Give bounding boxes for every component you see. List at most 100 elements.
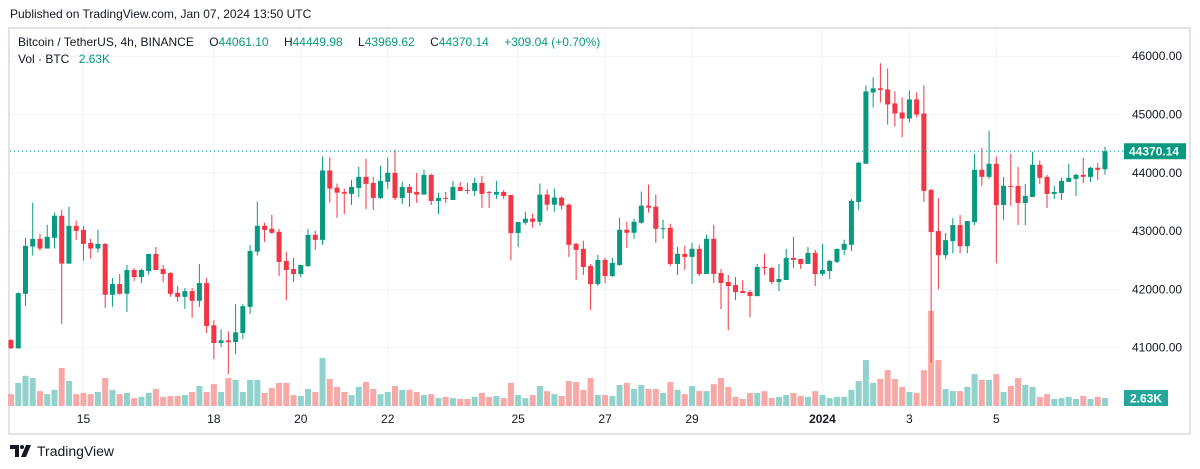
candle-body xyxy=(819,269,825,274)
volume-bar xyxy=(44,394,51,406)
volume-bar xyxy=(1044,394,1051,406)
volume-bar xyxy=(942,388,949,406)
candle xyxy=(979,147,985,186)
volume-bar xyxy=(1015,378,1022,406)
volume-legend-label[interactable]: Vol · BTC xyxy=(18,52,70,66)
candle xyxy=(631,218,637,239)
volume-bar xyxy=(899,386,906,406)
volume-bar xyxy=(1087,399,1094,406)
candle-body xyxy=(457,186,463,191)
volume-bar xyxy=(80,392,87,406)
candle xyxy=(805,246,811,264)
volume-bar xyxy=(884,370,891,406)
candle-body xyxy=(653,206,659,229)
volume-bar xyxy=(1101,398,1108,406)
candle xyxy=(457,181,463,191)
candle-body xyxy=(51,215,57,238)
candle xyxy=(588,263,594,311)
volume-bar xyxy=(305,388,312,406)
volume-bar xyxy=(891,378,898,406)
volume-bar xyxy=(957,391,964,406)
volume-bar xyxy=(667,381,674,406)
candle-body xyxy=(501,191,507,196)
candle-body xyxy=(704,238,710,274)
symbol-title[interactable]: Bitcoin / TetherUS, 4h, BINANCE xyxy=(18,35,194,49)
candle-body xyxy=(240,306,246,334)
candle xyxy=(406,183,412,207)
candles xyxy=(8,63,1108,375)
volume-bar xyxy=(841,396,848,406)
candle xyxy=(530,213,536,228)
candle xyxy=(414,172,420,203)
price-tick-label: 43000.00 xyxy=(1132,224,1182,238)
candle-body xyxy=(211,325,217,344)
candle-body xyxy=(906,99,912,119)
candle-body xyxy=(696,248,702,274)
volume-bar xyxy=(812,391,819,406)
candle xyxy=(182,288,188,309)
volume-bar xyxy=(1094,396,1101,406)
candle-body xyxy=(1051,191,1057,194)
volume-bar xyxy=(877,378,884,406)
volume-bar xyxy=(993,374,1000,406)
grid-lines xyxy=(10,30,1120,412)
footer-brand[interactable]: TradingView xyxy=(10,443,114,459)
volume-bar xyxy=(160,396,167,406)
candle xyxy=(914,92,920,118)
candle-body xyxy=(218,340,224,344)
candle xyxy=(283,251,289,301)
candle-body xyxy=(682,253,688,257)
price-axis[interactable]: 41000.00 42000.00 43000.00 44000.00 45000.00… xyxy=(1132,49,1182,354)
candle-body xyxy=(870,88,876,93)
candle-body xyxy=(493,191,499,195)
volume-bar xyxy=(442,396,449,406)
candle-body xyxy=(254,225,260,252)
candle-body xyxy=(914,99,920,115)
candle-body xyxy=(109,284,115,295)
candle-body xyxy=(856,162,862,202)
candle xyxy=(385,157,391,189)
volume-bar xyxy=(1036,396,1043,406)
candle xyxy=(435,192,441,215)
candle xyxy=(247,244,253,314)
candle-body xyxy=(667,227,673,264)
volume-bar xyxy=(544,391,551,406)
price-tick-label: 44000.00 xyxy=(1132,166,1182,180)
volume-bar xyxy=(116,394,123,406)
volume-bar xyxy=(920,370,927,406)
candle-body xyxy=(399,186,405,198)
last-price-label: 44370.14 xyxy=(1129,145,1179,159)
candle-body xyxy=(689,248,695,257)
volume-bar xyxy=(58,367,65,406)
volume-bar xyxy=(855,381,862,406)
candle-body xyxy=(790,257,796,260)
candle-body xyxy=(1022,195,1028,203)
candle-body xyxy=(341,191,347,194)
candle-body xyxy=(95,243,101,249)
time-tick-label: 27 xyxy=(598,412,612,426)
time-tick-label: 15 xyxy=(77,412,91,426)
time-axis[interactable]: 15 18 20 22 25 27 29 2024 3 5 xyxy=(77,412,1000,426)
candle xyxy=(109,278,115,307)
volume-bar xyxy=(804,396,811,406)
candle-body xyxy=(1044,176,1050,194)
volume-bar xyxy=(587,378,594,406)
candle xyxy=(863,85,869,164)
candle xyxy=(928,188,934,363)
candle xyxy=(262,222,268,242)
volume-bar xyxy=(276,382,283,406)
candle xyxy=(769,266,775,285)
volume-bar xyxy=(457,399,464,406)
volume-bars xyxy=(8,310,1108,406)
candle xyxy=(117,274,123,295)
time-tick-label: 5 xyxy=(993,412,1000,426)
volume-bar xyxy=(522,398,529,406)
volume-bar xyxy=(435,398,442,406)
candle-body xyxy=(435,197,441,201)
candle xyxy=(957,215,963,254)
candle xyxy=(856,161,862,211)
volume-bar xyxy=(1007,385,1014,406)
high-label: H xyxy=(283,35,293,49)
candle-body xyxy=(805,252,811,264)
